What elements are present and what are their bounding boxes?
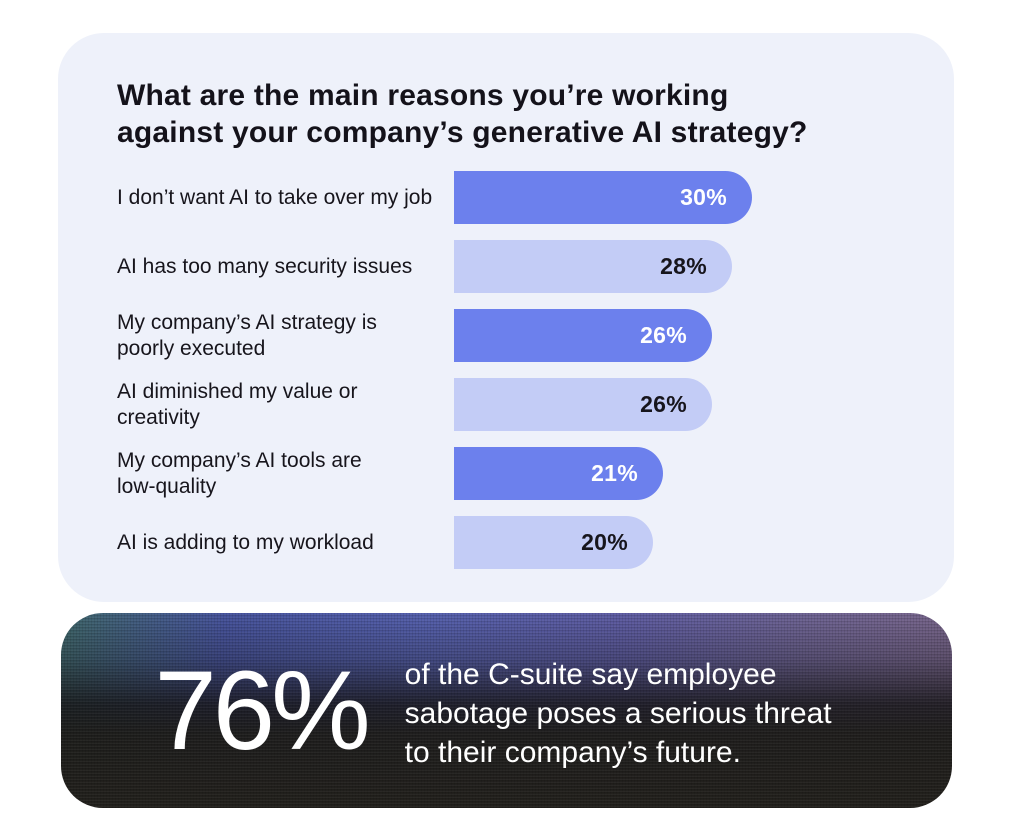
bar-row-security-issues: AI has too many security issues 28% [117,240,898,293]
bar-row-take-over-job: I don’t want AI to take over my job 30% [117,171,898,224]
stat-text: of the C-suite say employee sabotage pos… [405,655,832,772]
bar-label-line: creativity [117,405,200,429]
bar-row-poorly-executed: My company’s AI strategy is poorly execu… [117,309,898,362]
bar: 30% [454,171,752,224]
bar: 21% [454,447,663,500]
bar-value-label: 26% [640,322,687,348]
bar-value-label: 20% [581,529,628,555]
bar-label: AI has too many security issues [117,254,454,280]
bar-label-line: AI is adding to my workload [117,530,374,554]
stat-text-line: sabotage poses a serious threat [404,697,832,730]
bar: 26% [454,378,712,431]
bar-row-low-quality-tools: My company’s AI tools are low-quality 21… [117,447,898,500]
bar-label-line: My company’s AI strategy is [117,310,377,334]
chart-title-line-1: What are the main reasons you’re working [117,79,729,112]
bar-label-line: My company’s AI tools are [117,448,362,472]
bar-row-adding-workload: AI is adding to my workload 20% [117,516,898,569]
bar-value-label: 21% [591,460,638,486]
bar-value-label: 28% [660,253,707,279]
bar: 28% [454,240,732,293]
stat-text-line: of the C-suite say employee [404,658,777,691]
chart-title: What are the main reasons you’re working… [117,77,898,151]
bar-label-line: I don’t want AI to take over my job [117,185,433,209]
bar-label: I don’t want AI to take over my job [117,185,454,211]
stat-card: 76% of the C-suite say employee sabotage… [61,613,952,808]
stat-text-line: to their company’s future. [404,736,741,769]
stat-value: 76% [154,647,371,773]
bar: 20% [454,516,653,569]
bar-label: My company’s AI strategy is poorly execu… [117,310,454,362]
chart-title-line-2: against your company’s generative AI str… [117,116,808,149]
bar-chart: I don’t want AI to take over my job 30% … [117,171,898,569]
survey-card: What are the main reasons you’re working… [58,33,954,602]
bar-value-label: 30% [680,184,727,210]
bar: 26% [454,309,712,362]
bar-value-label: 26% [640,391,687,417]
bar-label-line: low-quality [117,474,217,498]
bar-label: AI is adding to my workload [117,530,454,556]
bar-label: AI diminished my value or creativity [117,379,454,431]
bar-label-line: poorly executed [117,336,266,360]
bar-label-line: AI has too many security issues [117,254,413,278]
bar-label-line: AI diminished my value or [117,379,358,403]
bar-label: My company’s AI tools are low-quality [117,448,454,500]
bar-row-diminished-value: AI diminished my value or creativity 26% [117,378,898,431]
